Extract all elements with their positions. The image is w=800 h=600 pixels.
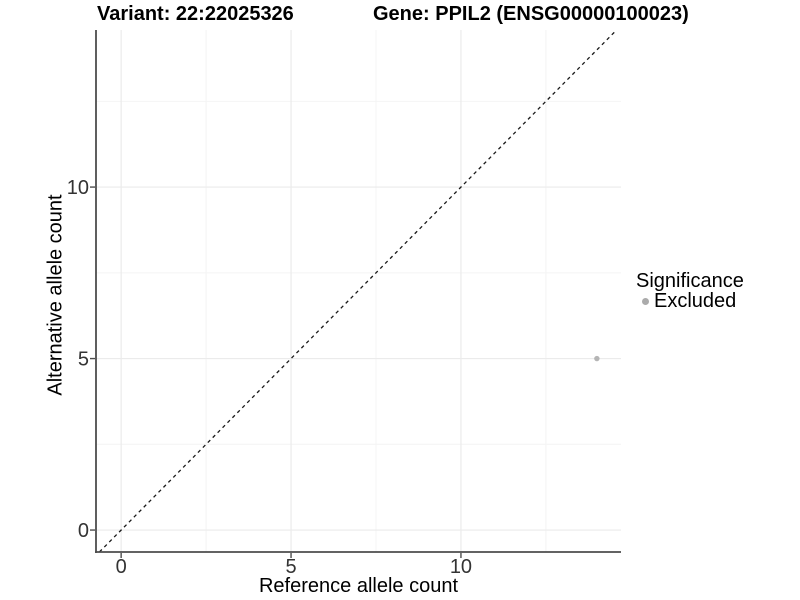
data-point — [594, 355, 600, 362]
legend-item: Excluded — [636, 290, 744, 312]
x-tick-label: 5 — [285, 556, 296, 578]
variant-title: Variant: 22:22025326 — [97, 3, 294, 25]
legend-item-label: Excluded — [654, 290, 737, 312]
legend: Significance Excluded — [636, 271, 744, 312]
y-tick-label: 5 — [78, 349, 89, 371]
legend-point-icon — [642, 298, 649, 305]
x-tick-label: 10 — [450, 556, 472, 578]
x-axis-title: Reference allele count — [258, 575, 458, 597]
gene-title: Gene: PPIL2 (ENSG00000100023) — [373, 3, 689, 25]
y-tick-label: 0 — [78, 520, 89, 542]
x-tick-label: 0 — [116, 556, 127, 578]
y-tick-label: 10 — [67, 177, 89, 199]
legend-title: Significance — [636, 270, 744, 292]
y-axis-title: Alternative allele count — [44, 194, 67, 396]
identity-line — [98, 29, 618, 553]
